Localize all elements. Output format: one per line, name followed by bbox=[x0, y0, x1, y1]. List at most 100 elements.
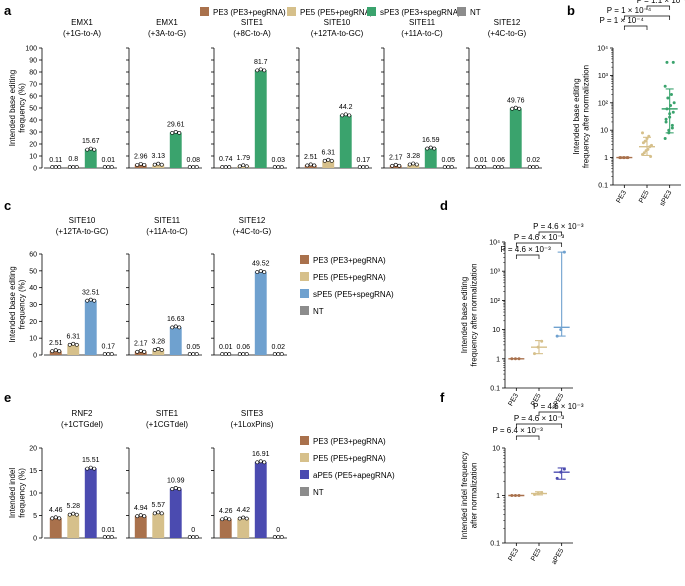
data-point bbox=[643, 139, 647, 143]
data-label: 0.01 bbox=[474, 157, 488, 164]
replicate-dot bbox=[223, 352, 228, 356]
bar-sPE5 bbox=[254, 271, 267, 355]
replicate-dot bbox=[432, 146, 437, 151]
replicate-dot bbox=[156, 510, 161, 515]
replicate-dot bbox=[237, 352, 242, 356]
group-title: EMX1 bbox=[156, 18, 178, 27]
group-title: SITE12 bbox=[494, 18, 521, 27]
replicate-dot bbox=[159, 347, 164, 352]
data-point bbox=[671, 60, 675, 64]
y-tick-label: 10 bbox=[29, 336, 37, 343]
replicate-dot bbox=[159, 162, 164, 167]
data-label: 0.01 bbox=[101, 527, 115, 534]
replicate-dot bbox=[85, 298, 90, 303]
y-axis-label: Intended base editingfrequency (%) bbox=[8, 70, 26, 147]
data-label: 0.8 bbox=[68, 156, 78, 163]
data-label: 0 bbox=[276, 527, 280, 534]
y-axis-label: Intended indel frequencyafter normalizat… bbox=[460, 452, 478, 540]
replicate-dot bbox=[237, 164, 242, 169]
replicate-dot bbox=[53, 348, 58, 353]
replicate-dot bbox=[262, 68, 267, 73]
replicate-dot bbox=[393, 162, 398, 167]
y-tick-label: 20 bbox=[29, 319, 37, 326]
bar-aPE5 bbox=[254, 461, 267, 538]
bar-PE5 bbox=[67, 514, 80, 538]
replicate-dot bbox=[357, 165, 362, 169]
data-label: 16.59 bbox=[422, 137, 440, 144]
group-subtitle: (+1G-to-A) bbox=[63, 29, 101, 38]
replicate-dot bbox=[57, 165, 62, 169]
replicate-dot bbox=[244, 516, 249, 521]
legend-swatch-PE5 bbox=[287, 7, 296, 16]
y-tick-label: 0.1 bbox=[598, 183, 608, 190]
y-tick-label: 1 bbox=[604, 155, 608, 162]
x-tick-label: PE3 bbox=[615, 189, 628, 204]
data-label: 49.52 bbox=[252, 261, 270, 268]
replicate-dot bbox=[142, 514, 147, 519]
y-tick-label: 1 bbox=[496, 493, 500, 500]
legend-label: sPE5 (PE5+spegRNA) bbox=[313, 290, 394, 299]
bar-PE5 bbox=[407, 164, 420, 168]
replicate-dot bbox=[187, 165, 192, 169]
y-tick-label: 10³ bbox=[490, 269, 501, 276]
data-label: 4.94 bbox=[134, 505, 148, 512]
replicate-dot bbox=[343, 112, 348, 117]
replicate-dot bbox=[276, 535, 281, 539]
replicate-dot bbox=[106, 535, 111, 539]
replicate-dot bbox=[308, 162, 313, 167]
replicate-dot bbox=[322, 158, 327, 163]
replicate-dot bbox=[142, 162, 147, 167]
bar-PE3 bbox=[304, 164, 317, 168]
data-label: 0.05 bbox=[186, 344, 200, 351]
significance-bracket bbox=[515, 423, 563, 428]
y-tick-label: 0.1 bbox=[490, 541, 500, 548]
replicate-dot bbox=[517, 106, 522, 111]
data-label: 0.01 bbox=[101, 157, 115, 164]
replicate-dot bbox=[361, 165, 366, 169]
replicate-dot bbox=[397, 163, 402, 168]
significance-bracket bbox=[515, 435, 540, 440]
y-tick-label: 10⁴ bbox=[489, 240, 500, 247]
legend-label: aPE5 (PE5+apegRNA) bbox=[313, 471, 395, 480]
replicate-dot bbox=[499, 165, 504, 169]
replicate-dot bbox=[347, 113, 352, 118]
replicate-dot bbox=[446, 165, 451, 169]
data-point bbox=[671, 110, 675, 114]
data-point bbox=[670, 126, 674, 130]
data-point bbox=[555, 334, 559, 338]
data-label: 0.17 bbox=[356, 157, 370, 164]
data-label: 0.06 bbox=[491, 157, 505, 164]
y-tick-label: 0 bbox=[33, 166, 37, 173]
y-tick-label: 100 bbox=[25, 46, 37, 53]
legend-label: PE5 (PE5+pegRNA) bbox=[300, 8, 373, 17]
replicate-dot bbox=[177, 487, 182, 491]
p-value-label: P = 1 × 10⁻⁴ bbox=[599, 16, 644, 25]
bar-PE3 bbox=[134, 351, 147, 355]
replicate-dot bbox=[496, 165, 501, 169]
data-label: 4.26 bbox=[219, 508, 233, 515]
data-label: 16.91 bbox=[252, 451, 270, 458]
replicate-dot bbox=[411, 161, 416, 166]
replicate-dot bbox=[272, 165, 277, 169]
group-subtitle: (+1CTGdel) bbox=[61, 420, 103, 429]
significance-bracket bbox=[538, 231, 563, 236]
y-axis-label: Intended indelfrequency (%) bbox=[8, 468, 26, 518]
bar-sPE3 bbox=[424, 148, 437, 168]
panel-label-e: e bbox=[4, 390, 11, 405]
group-title: SITE1 bbox=[241, 18, 264, 27]
y-tick-label: 10² bbox=[598, 100, 609, 107]
replicate-dot bbox=[57, 349, 62, 354]
replicate-dot bbox=[67, 512, 72, 517]
legend-swatch-NT bbox=[457, 7, 466, 16]
replicate-dot bbox=[53, 165, 58, 169]
legend-swatch-sPE5 bbox=[300, 289, 309, 298]
data-label: 81.7 bbox=[254, 59, 268, 66]
bar-PE5 bbox=[67, 344, 80, 355]
replicate-dot bbox=[258, 459, 263, 464]
replicate-dot bbox=[53, 515, 58, 520]
replicate-dot bbox=[414, 162, 419, 167]
replicate-dot bbox=[312, 163, 317, 168]
data-label: 2.17 bbox=[134, 340, 148, 347]
replicate-dot bbox=[177, 325, 182, 330]
